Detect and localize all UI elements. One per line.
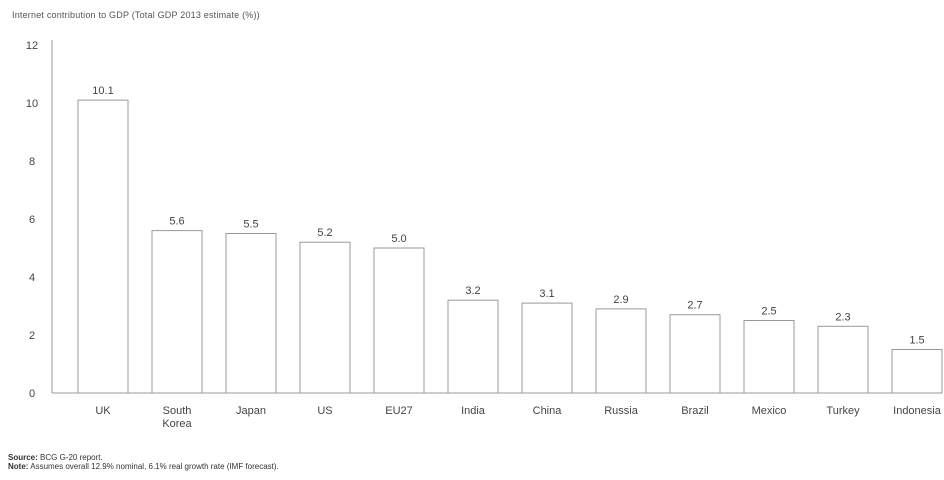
bar bbox=[299, 241, 351, 394]
chart-title: Internet contribution to GDP (Total GDP … bbox=[12, 10, 260, 20]
note-text: Assumes overall 12.9% nominal, 6.1% real… bbox=[28, 462, 279, 471]
y-tick-label: 6 bbox=[29, 214, 35, 226]
x-tick-label: South Korea bbox=[162, 405, 192, 430]
x-tick-label: US bbox=[317, 405, 332, 417]
bar-value-label: 2.9 bbox=[613, 294, 628, 306]
bar-value-label: 2.5 bbox=[761, 306, 776, 318]
x-tick-label: EU27 bbox=[385, 405, 413, 417]
bar-value-label: 5.0 bbox=[391, 233, 406, 245]
x-tick-labels: UK South Korea Japan US EU27 India China Russia B… bbox=[95, 405, 941, 430]
bar bbox=[225, 233, 277, 394]
y-tick-label: 10 bbox=[26, 98, 38, 110]
bar bbox=[817, 325, 869, 394]
x-tick-label: China bbox=[533, 405, 563, 417]
bar-value-label: 2.7 bbox=[687, 300, 702, 312]
x-tick-label: Japan bbox=[236, 405, 266, 417]
bar bbox=[891, 349, 943, 394]
bar-value-label: 3.2 bbox=[465, 285, 480, 297]
bar bbox=[743, 320, 795, 394]
y-tick-label: 0 bbox=[29, 388, 35, 400]
bar bbox=[447, 299, 499, 394]
source-label: Source: bbox=[8, 453, 38, 462]
bar bbox=[373, 247, 425, 394]
note-footnote: Note: Assumes overall 12.9% nominal, 6.1… bbox=[8, 462, 279, 471]
bar-value-label: 5.5 bbox=[243, 219, 258, 231]
x-tick-label: Indonesia bbox=[893, 405, 942, 417]
value-labels: 10.1 5.6 5.5 5.2 5.0 3.2 3.1 2.9 2.7 2.5 2.3 1.5 bbox=[92, 85, 924, 346]
x-tick-label: Russia bbox=[604, 405, 639, 417]
x-tick-label: Brazil bbox=[681, 405, 709, 417]
x-tick-label: India bbox=[461, 405, 486, 417]
bar bbox=[77, 99, 129, 394]
x-tick-label: UK bbox=[95, 405, 111, 417]
bar bbox=[595, 308, 647, 394]
y-tick-label: 2 bbox=[29, 330, 35, 342]
bar-value-label: 2.3 bbox=[835, 311, 850, 323]
note-label: Note: bbox=[8, 462, 29, 471]
x-tick-label: Mexico bbox=[752, 405, 787, 417]
bars bbox=[77, 99, 943, 394]
source-text: BCG G-20 report. bbox=[37, 453, 103, 462]
bar-value-label: 3.1 bbox=[539, 288, 554, 300]
y-tick-label: 4 bbox=[29, 272, 35, 284]
bar-value-label: 5.2 bbox=[317, 227, 332, 239]
bar bbox=[521, 302, 573, 394]
bar bbox=[669, 314, 721, 394]
bar-value-label: 5.6 bbox=[169, 216, 184, 228]
bar-value-label: 1.5 bbox=[909, 335, 924, 347]
x-tick-label: Turkey bbox=[826, 405, 860, 417]
y-tick-label: 8 bbox=[29, 156, 35, 168]
bar-value-label: 10.1 bbox=[92, 85, 113, 97]
bar bbox=[151, 230, 203, 394]
y-tick-label: 12 bbox=[26, 40, 38, 52]
source-footnote: Source: BCG G-20 report. bbox=[8, 453, 103, 462]
